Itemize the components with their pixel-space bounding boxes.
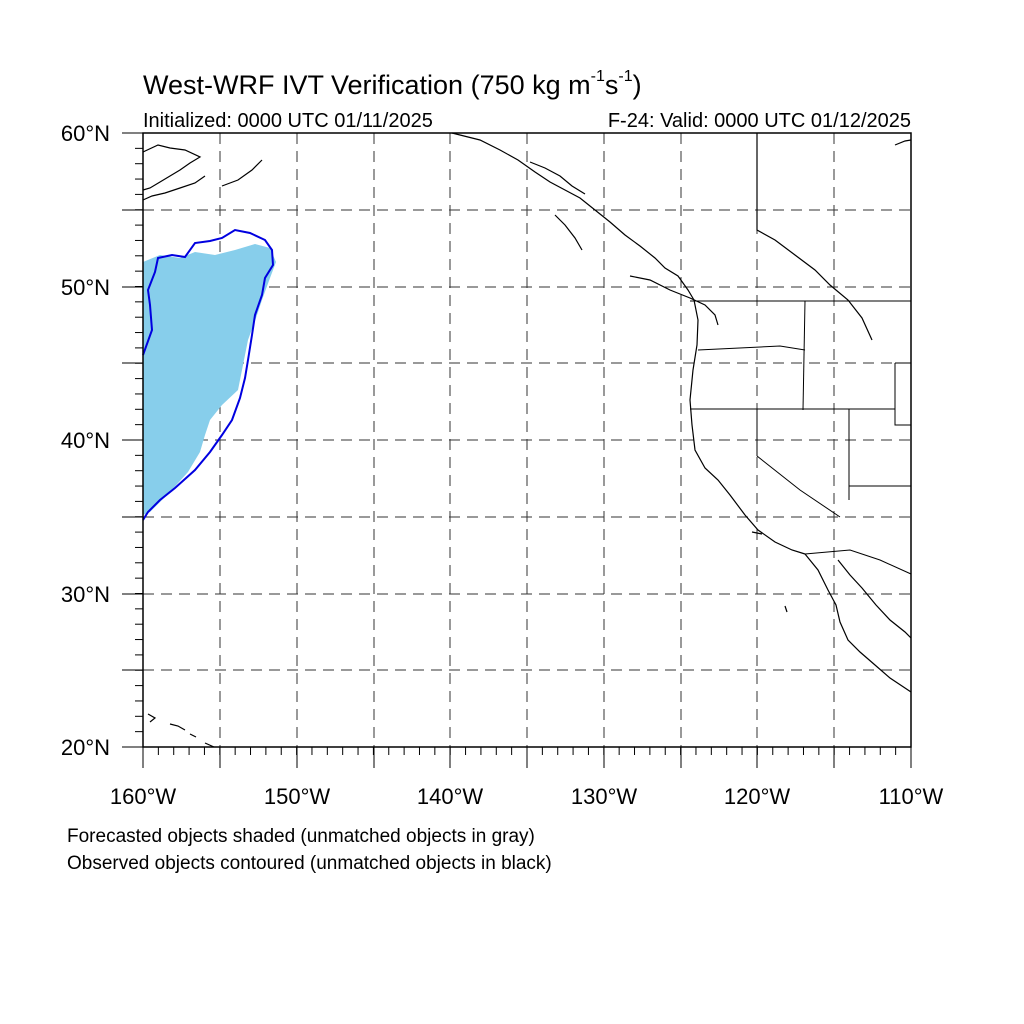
lat-label-40n: 40°N bbox=[60, 428, 110, 453]
axis-ticks bbox=[122, 132, 912, 768]
legend-forecast-note: Forecasted objects shaded (unmatched obj… bbox=[67, 826, 535, 847]
minor-ticks bbox=[135, 132, 912, 755]
legend-observed-note: Observed objects contoured (unmatched ob… bbox=[67, 853, 552, 874]
valid-time-label: F-24: Valid: 0000 UTC 01/12/2025 bbox=[607, 110, 911, 132]
lon-label-120w: 120°W bbox=[723, 784, 791, 809]
lon-label-140w: 140°W bbox=[416, 784, 484, 809]
forecast-object bbox=[143, 244, 276, 515]
graticule bbox=[143, 133, 911, 747]
lat-label-30n: 30°N bbox=[60, 582, 110, 607]
lon-label-110w: 110°W bbox=[878, 784, 944, 809]
state-borders bbox=[690, 300, 912, 575]
lon-label-130w: 130°W bbox=[570, 784, 638, 809]
map-title: West-WRF IVT Verification (750 kg m-1s-1… bbox=[143, 68, 642, 100]
coastlines bbox=[142, 132, 912, 748]
init-time-label: Initialized: 0000 UTC 01/11/2025 bbox=[143, 110, 433, 132]
lat-label-20n: 20°N bbox=[60, 735, 110, 760]
lat-label-60n: 60°N bbox=[60, 121, 110, 146]
observed-contour bbox=[142, 228, 275, 521]
lon-label-160w: 160°W bbox=[109, 784, 177, 809]
lon-label-150w: 150°W bbox=[263, 784, 331, 809]
lat-label-50n: 50°N bbox=[60, 275, 110, 300]
